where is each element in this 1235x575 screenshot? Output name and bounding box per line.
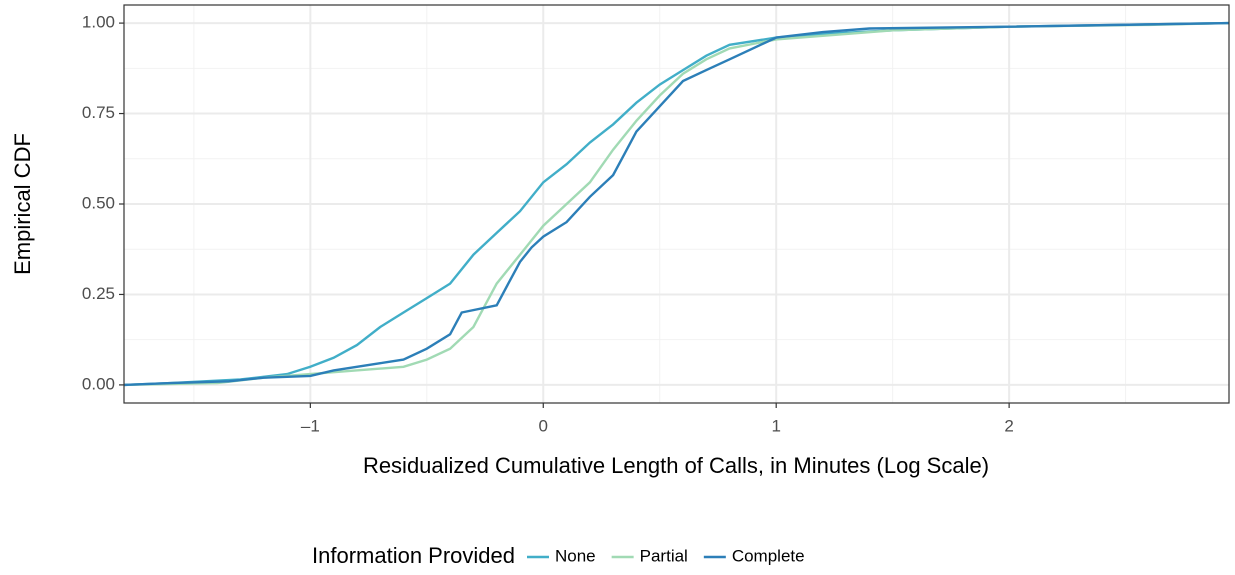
x-tick-label: 1	[771, 416, 780, 435]
axes: –1 0 1 2 0.00 0.25 0.50 0.75 1.00	[82, 13, 1014, 436]
legend-label: None	[555, 546, 596, 565]
x-tick-label: –1	[301, 416, 320, 435]
series-line	[123, 21, 1230, 387]
x-axis-title: Residualized Cumulative Length of Calls,…	[363, 453, 989, 478]
y-tick-label: 0.25	[82, 284, 115, 303]
legend: Information Provided None Partial Complete	[312, 543, 805, 568]
legend-title: Information Provided	[312, 543, 515, 568]
x-tick-label: 0	[539, 416, 548, 435]
y-tick-label: 0.00	[82, 374, 115, 393]
series-line	[123, 21, 1230, 387]
grid	[124, 5, 1229, 403]
lines	[123, 21, 1230, 387]
y-tick-label: 1.00	[82, 13, 115, 32]
y-tick-label: 0.75	[82, 103, 115, 122]
series-line	[123, 21, 1230, 387]
x-tick-label: 2	[1004, 416, 1013, 435]
y-tick-label: 0.50	[82, 193, 115, 212]
legend-label: Complete	[732, 546, 805, 565]
y-axis-title: Empirical CDF	[10, 133, 35, 275]
legend-label: Partial	[640, 546, 688, 565]
